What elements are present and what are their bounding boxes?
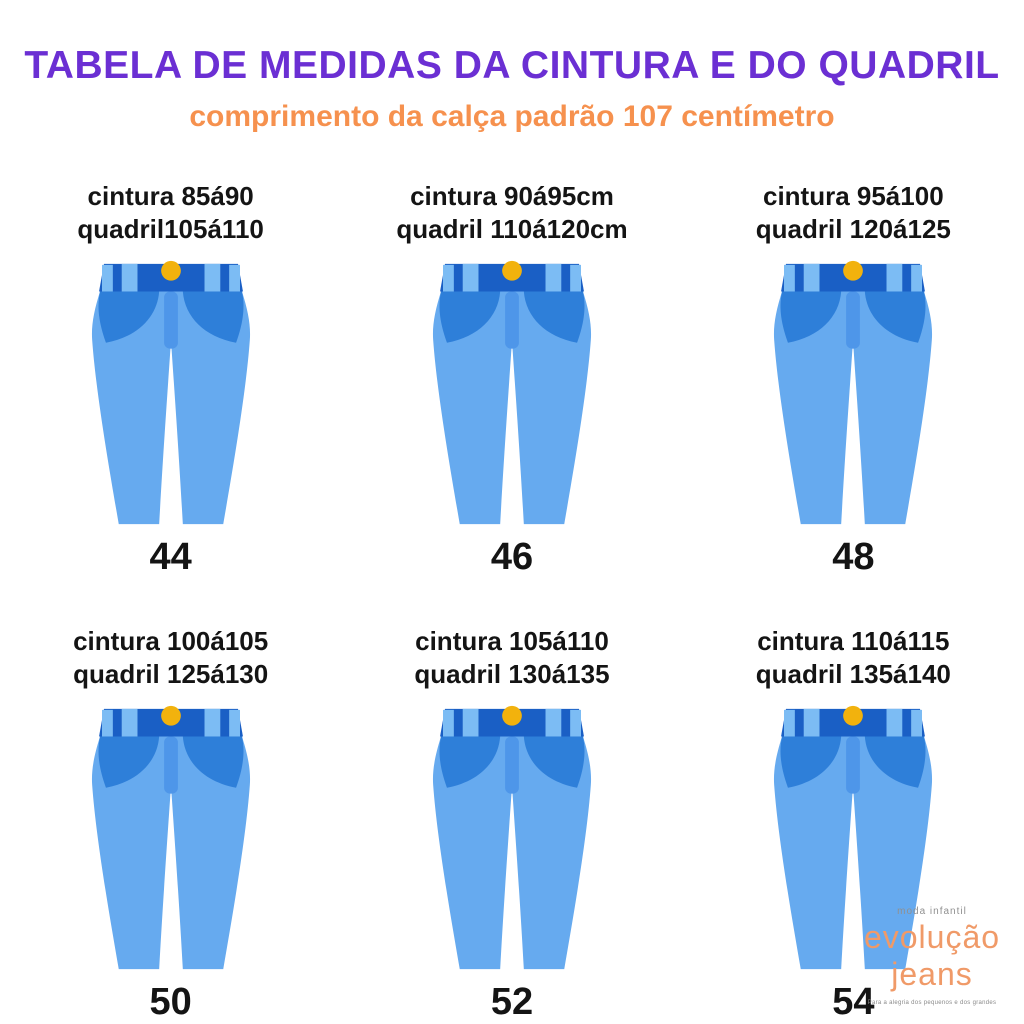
cintura-label: cintura 85á90 bbox=[87, 181, 254, 211]
quadril-label: quadril105á110 bbox=[77, 213, 264, 244]
cintura-label: cintura 105á110 bbox=[415, 626, 609, 656]
size-cell-48: cintura 95á100 quadril 120á125 48 bbox=[683, 180, 1024, 579]
measurement-label: cintura 85á90 quadril105á110 bbox=[77, 180, 263, 246]
cintura-label: cintura 110á115 bbox=[757, 626, 950, 656]
brand-name-line1: evolução bbox=[863, 918, 1001, 955]
cintura-label: cintura 100á105 bbox=[73, 626, 269, 656]
size-cell-46: cintura 90á95cm quadril 110á120cm 46 bbox=[341, 180, 682, 579]
jeans-graphic bbox=[410, 701, 614, 977]
size-cell-50: cintura 100á105 quadril 125á130 50 bbox=[0, 625, 341, 1024]
size-cell-54: cintura 110á115 quadril 135á140 54 bbox=[683, 625, 1024, 1024]
size-number: 48 bbox=[832, 536, 875, 578]
size-cell-44: cintura 85á90 quadril105á110 44 bbox=[0, 180, 341, 579]
brand-tagline: Para a alegria dos pequenos e dos grande… bbox=[867, 1000, 997, 1006]
size-grid: cintura 85á90 quadril105á110 44 cintura … bbox=[0, 180, 1024, 1024]
quadril-label: quadril 110á120cm bbox=[396, 213, 628, 244]
brand-name-line2: jeans bbox=[891, 956, 973, 993]
measurement-label: cintura 105á110 quadril 130á135 bbox=[414, 625, 609, 691]
size-number: 54 bbox=[832, 981, 875, 1023]
cintura-label: cintura 95á100 bbox=[762, 181, 944, 211]
measurement-label: cintura 90á95cm quadril 110á120cm bbox=[396, 180, 627, 246]
page-subtitle: comprimento da calça padrão 107 centímet… bbox=[189, 100, 835, 133]
size-number: 46 bbox=[490, 536, 534, 578]
jeans-graphic bbox=[751, 256, 955, 532]
measurement-label: cintura 110á115 quadril 135á140 bbox=[756, 625, 951, 691]
brand-category-label: moda infantil bbox=[897, 905, 967, 917]
quadril-label: quadril 130á135 bbox=[414, 658, 610, 689]
cintura-label: cintura 90á95cm bbox=[410, 181, 614, 211]
measurement-label: cintura 95á100 quadril 120á125 bbox=[756, 180, 951, 246]
jeans-graphic bbox=[410, 256, 614, 532]
size-number: 52 bbox=[490, 981, 534, 1023]
quadril-label: quadril 125á130 bbox=[73, 658, 269, 689]
quadril-label: quadril 120á125 bbox=[755, 213, 951, 244]
jeans-graphic bbox=[69, 256, 273, 532]
quadril-label: quadril 135á140 bbox=[755, 658, 951, 689]
size-cell-52: cintura 105á110 quadril 130á135 52 bbox=[341, 625, 682, 1024]
size-number: 50 bbox=[149, 981, 192, 1023]
measurement-label: cintura 100á105 quadril 125á130 bbox=[73, 625, 268, 691]
page-title: TABELA DE MEDIDAS DA CINTURA E DO QUADRI… bbox=[24, 44, 1000, 87]
size-number: 44 bbox=[149, 536, 192, 578]
brand-logo: moda infantil evolução jeans Para a aleg… bbox=[852, 906, 1012, 1006]
jeans-graphic bbox=[69, 701, 273, 977]
header: TABELA DE MEDIDAS DA CINTURA E DO QUADRI… bbox=[0, 0, 1024, 134]
